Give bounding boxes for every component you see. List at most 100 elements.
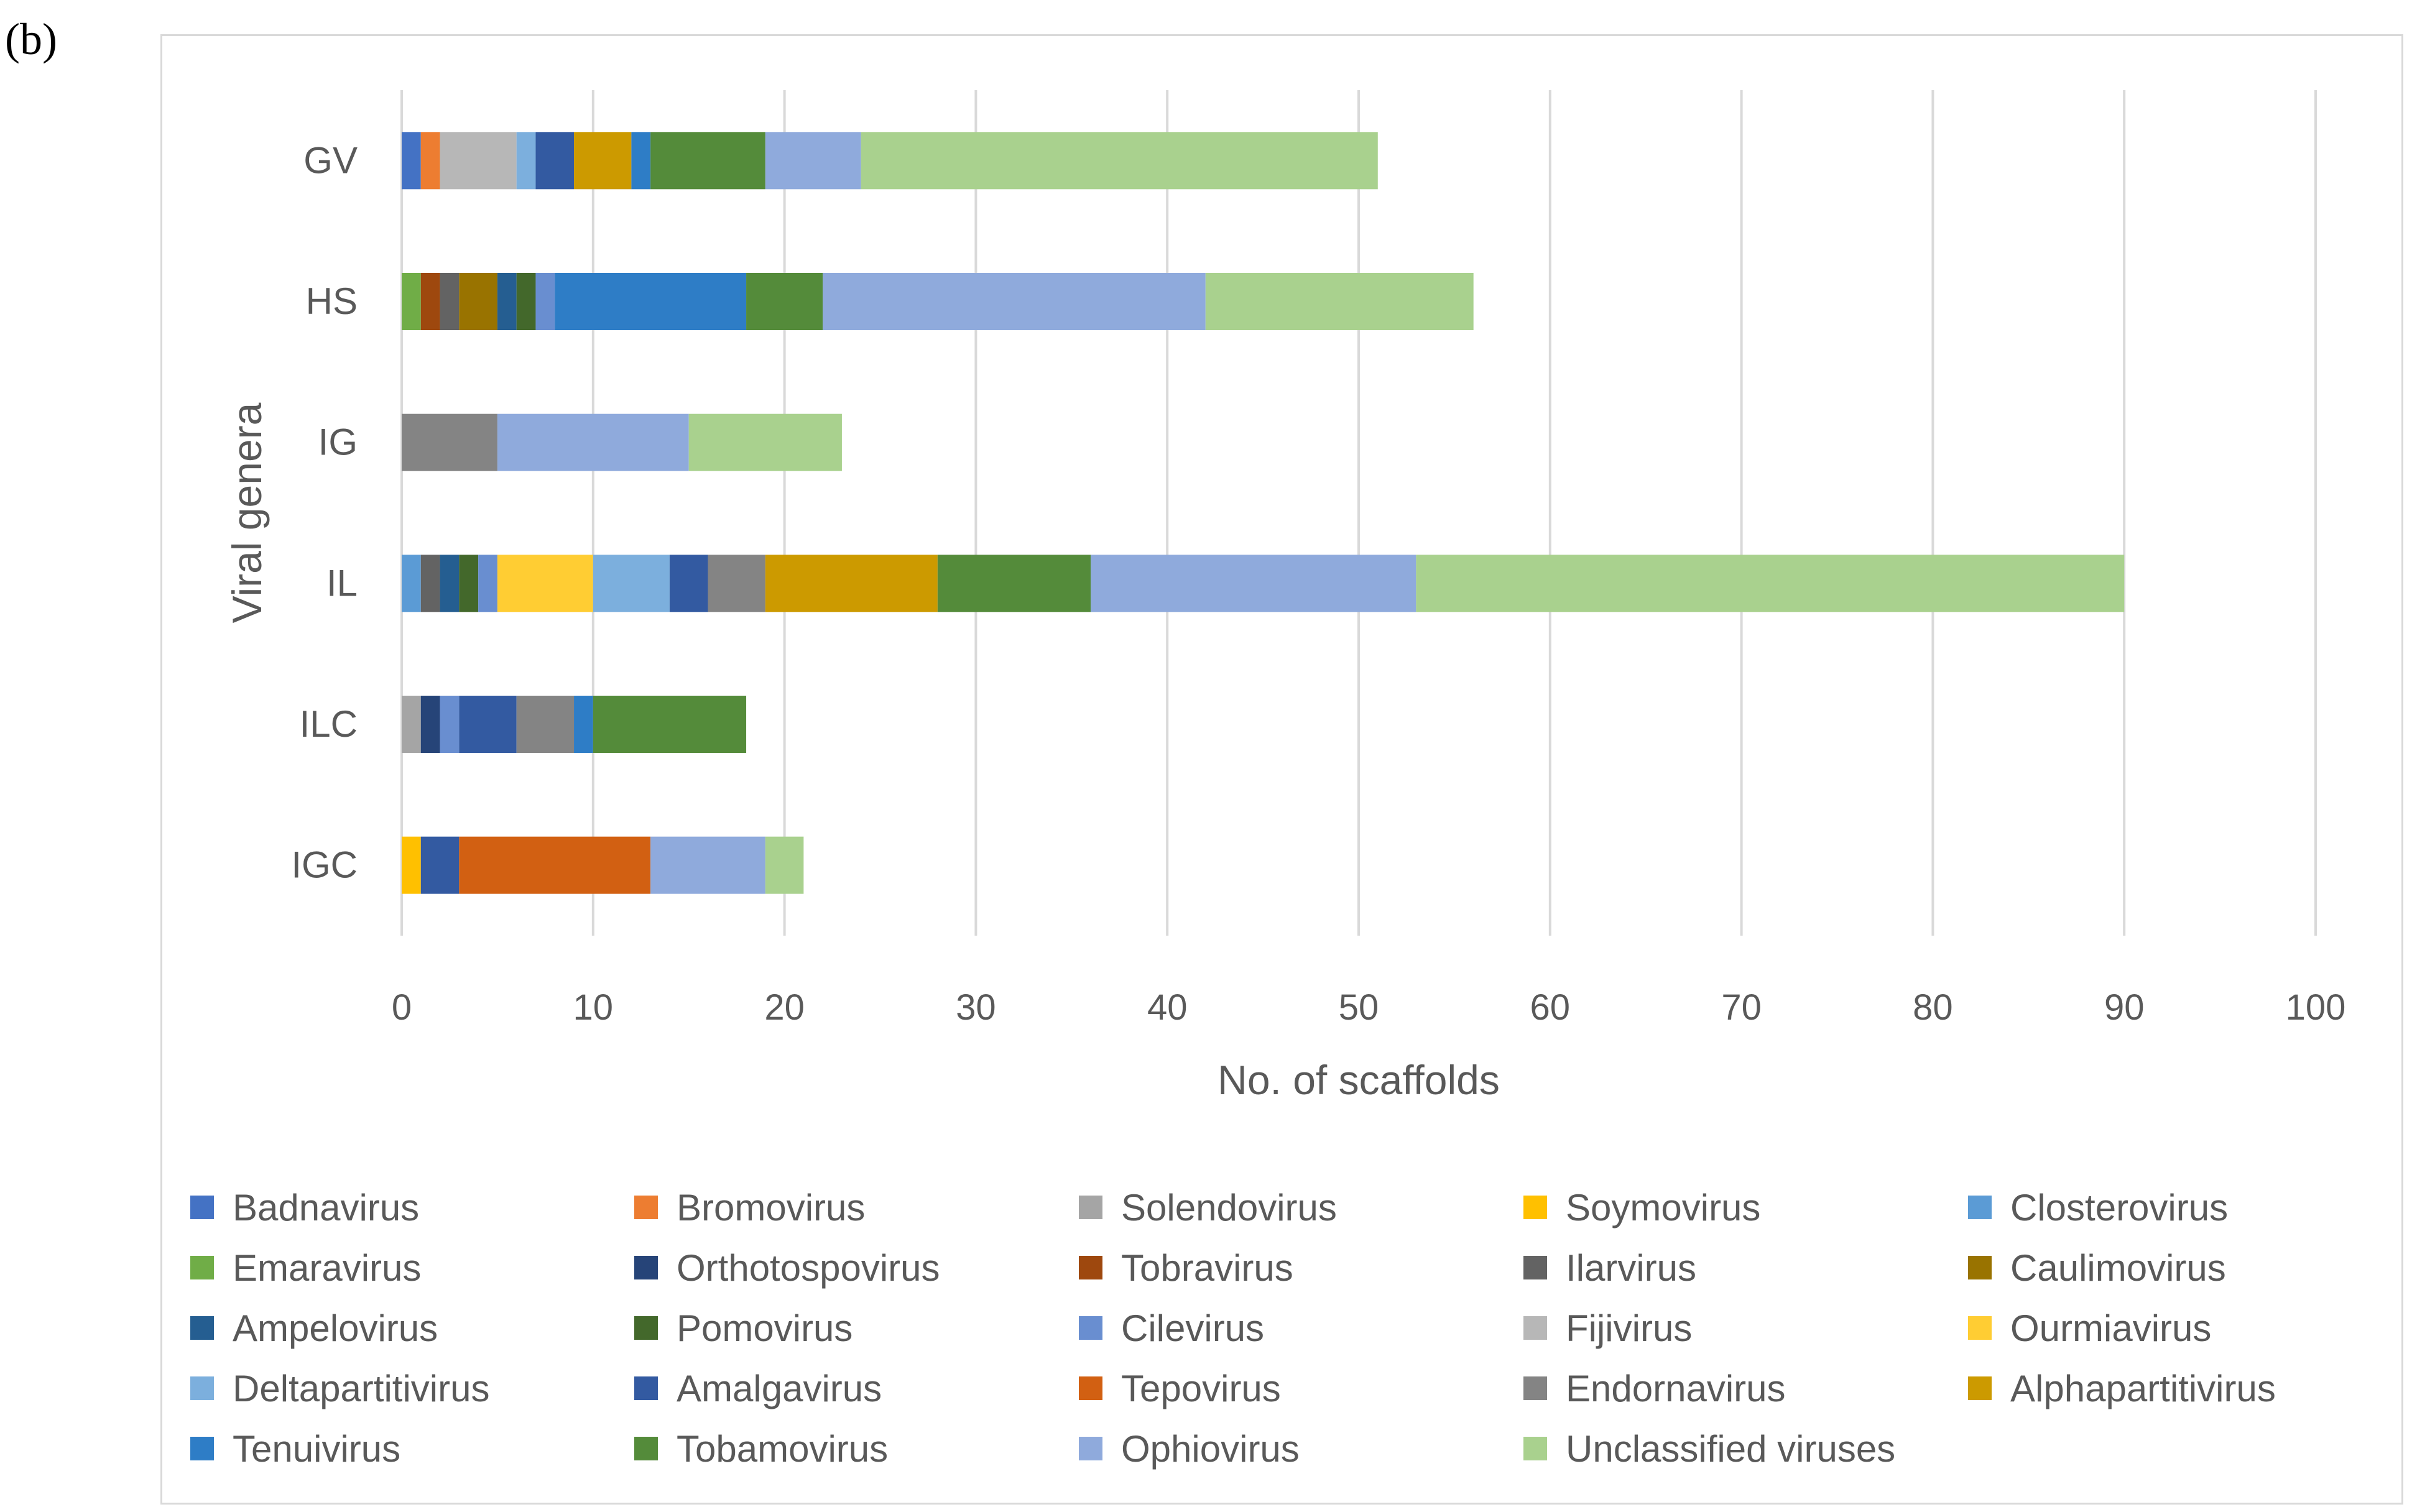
bar-segment [937,555,1091,612]
bar-segment [650,836,765,894]
bar-segment [420,836,460,894]
bar-segment [593,555,670,612]
legend-swatch [190,1256,214,1279]
bar-segment [440,555,460,612]
legend-label: Endornavirus [1566,1368,1786,1409]
bar-segment [574,696,593,753]
legend-label: Orthotospovirus [677,1247,940,1289]
legend-swatch [1523,1437,1547,1460]
legend-label: Ourmiavirus [2010,1307,2211,1349]
bar-segment [746,273,823,330]
legend-label: Tobravirus [1121,1247,1293,1289]
y-tick-label: ILC [300,703,358,745]
legend-swatch [1079,1196,1102,1219]
bar-segment [516,273,536,330]
legend-swatch [1968,1256,1992,1279]
legend-label: Amalgavirus [677,1368,882,1409]
bar-segment [402,273,421,330]
legend-swatch [1523,1316,1547,1340]
legend-label: Bromovirus [677,1187,865,1228]
legend-label: Cilevirus [1121,1307,1264,1349]
x-tick-label: 40 [1147,987,1188,1028]
bar-segment [478,555,497,612]
legend-swatch [634,1316,658,1340]
legend-swatch [190,1316,214,1340]
bar-segment [440,696,460,753]
bar-segment [574,132,632,190]
y-tick-label: GV [303,139,358,181]
y-axis-title: Viral genera [224,402,270,623]
legend-label: Ophiovirus [1121,1428,1300,1470]
bar-segment [402,132,421,190]
legend-swatch [1079,1437,1102,1460]
bar-segment [420,696,440,753]
bar-segment [765,132,861,190]
legend-swatch [190,1437,214,1460]
bar-segment [459,696,517,753]
legend-label: Emaravirus [233,1247,421,1289]
legend-label: Ampelovirus [233,1307,438,1349]
bar-segment [440,273,460,330]
bar-segment [497,555,593,612]
bar-segment [535,132,575,190]
x-tick-label: 10 [573,987,614,1028]
legend-swatch [1523,1376,1547,1400]
bars [402,132,2125,894]
bar-segment [402,413,497,471]
bar-segment [497,273,517,330]
bar-segment [708,555,765,612]
legend-swatch [1079,1376,1102,1400]
legend-label: Alphapartitivirus [2010,1368,2276,1409]
legend-label: Badnavirus [233,1187,419,1228]
bar-segment [765,555,938,612]
x-tick-label: 50 [1339,987,1379,1028]
bar-segment [1205,273,1474,330]
bar-segment [535,273,555,330]
x-tick-label: 70 [1721,987,1762,1028]
bar-segment [650,132,765,190]
legend-swatch [1079,1316,1102,1340]
bar-segment [631,132,651,190]
legend: Badnavirus Bromovirus Solendovirus Soymovir… [190,1187,2276,1470]
bar-segment [765,836,804,894]
bar-segment [459,836,651,894]
y-tick-label: IG [318,422,358,463]
x-axis-title: No. of scaffolds [1218,1057,1500,1103]
bar-segment [516,132,536,190]
gridlines [400,90,2317,936]
bar-segment [861,132,1378,190]
x-tick-label: 30 [956,987,996,1028]
bar-segment [402,836,421,894]
bar-segment [440,132,517,190]
legend-swatch [1968,1196,1992,1219]
legend-label: Closterovirus [2010,1187,2228,1228]
legend-swatch [634,1376,658,1400]
legend-label: Unclassified viruses [1566,1428,1895,1470]
legend-swatch [190,1196,214,1219]
legend-label: Caulimovirus [2010,1247,2226,1289]
legend-swatch [1523,1256,1547,1279]
legend-swatch [1968,1376,1992,1400]
legend-label: Tepovirus [1121,1368,1281,1409]
bar-segment [459,273,497,330]
bar-segment [1416,555,2125,612]
x-tick-label: 0 [392,987,412,1028]
legend-label: Ilarvirus [1566,1247,1696,1289]
legend-swatch [634,1256,658,1279]
legend-label: Soymovirus [1566,1187,1760,1228]
legend-swatch [634,1196,658,1219]
bar-segment [459,555,479,612]
axes: 0 10 20 30 40 50 60 70 80 90 100 GV HS IG IL ILC IGC No. … [224,139,2345,1103]
bar-segment [593,696,747,753]
x-tick-label: 20 [764,987,805,1028]
bar-segment [420,555,440,612]
legend-swatch [1523,1196,1547,1219]
y-tick-label: IGC [291,844,358,886]
legend-label: Pomovirus [677,1307,853,1349]
y-tick-label: IL [326,562,358,604]
bar-segment [420,132,440,190]
legend-label: Tenuivirus [233,1428,400,1470]
legend-swatch [1968,1316,1992,1340]
bar-segment [688,413,842,471]
